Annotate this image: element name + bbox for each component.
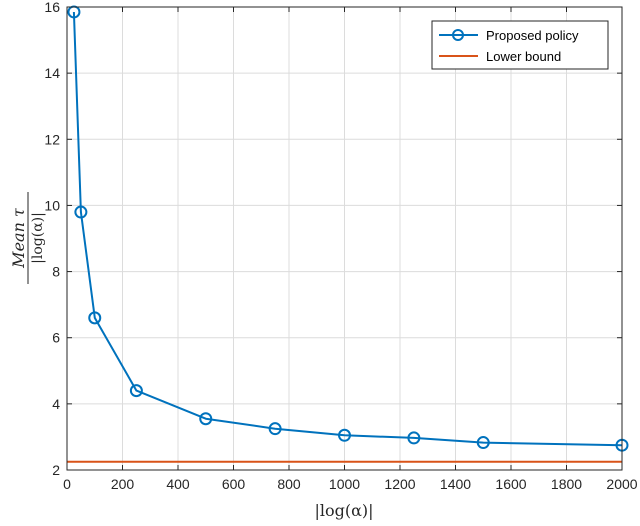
y-tick-label: 10 [44,197,60,213]
data-point [476,436,490,450]
x-tick-label: 600 [222,476,246,492]
x-tick-label: 1200 [384,476,415,492]
legend-label-lower-bound: Lower bound [486,49,561,64]
x-tick-label: 1000 [329,476,360,492]
legend-box [431,20,609,70]
legend-marker-proposed-policy [452,29,464,41]
axis-ticks: 0 200 400 600 800 1000 1200 1400 1600 1800 2000 2 4 6… [44,0,637,492]
y-tick-label: 16 [44,0,60,15]
data-point [88,311,102,325]
x-tick-label: 1400 [440,476,471,492]
y-axis-label: Mean τ |log(α)| [9,192,46,284]
y-axis-label-numerator: Mean τ [9,207,28,269]
series-markers [67,5,629,452]
x-tick-label: 800 [277,476,301,492]
data-point [67,5,81,19]
y-tick-label: 8 [52,264,60,280]
x-axis-label: |log(α)| [314,501,373,520]
y-tick-label: 6 [52,330,60,346]
y-tick-label: 4 [52,396,60,412]
legend: Proposed policy Lower bound [431,20,609,70]
legend-item-proposed-policy: Proposed policy [439,28,579,43]
data-point [129,384,143,398]
x-tick-label: 200 [111,476,135,492]
y-tick-label: 2 [52,462,60,478]
x-tick-label: 2000 [606,476,637,492]
x-tick-label: 1800 [551,476,582,492]
x-tick-label: 0 [63,476,71,492]
y-tick-label: 12 [44,131,60,147]
data-point [338,428,351,442]
y-tick-label: 14 [44,65,60,81]
data-point [268,422,282,436]
data-point [199,412,213,426]
x-tick-label: 400 [166,476,190,492]
y-axis-label-denominator: |log(α)| [30,212,46,264]
data-point [407,431,421,445]
x-tick-label: 1600 [495,476,526,492]
legend-item-lower-bound: Lower bound [439,49,561,64]
legend-label-proposed-policy: Proposed policy [486,28,579,43]
series-line-0 [72,11,623,447]
data-point [74,205,88,219]
series-lines [67,11,623,463]
